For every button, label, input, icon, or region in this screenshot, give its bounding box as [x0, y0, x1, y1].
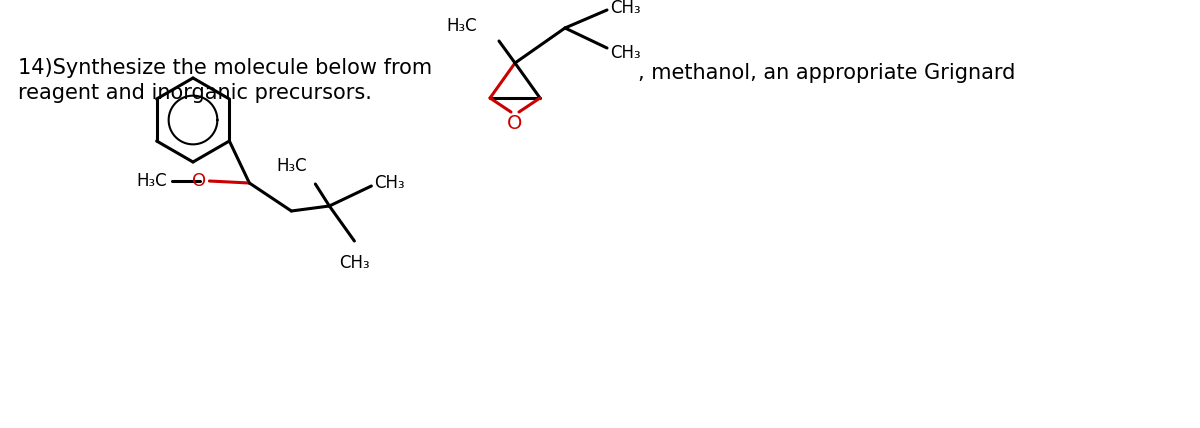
Text: O: O: [508, 113, 523, 133]
Text: , methanol, an appropriate Grignard: , methanol, an appropriate Grignard: [638, 63, 1015, 83]
Text: H₃C: H₃C: [137, 172, 167, 190]
Text: 14)Synthesize the molecule below from: 14)Synthesize the molecule below from: [18, 58, 432, 78]
Text: H₃C: H₃C: [446, 17, 478, 35]
Text: CH₃: CH₃: [374, 174, 404, 192]
Text: CH₃: CH₃: [340, 254, 370, 272]
Text: H₃C: H₃C: [277, 157, 307, 175]
Text: O: O: [192, 172, 206, 190]
Text: CH₃: CH₃: [610, 0, 641, 17]
Text: CH₃: CH₃: [610, 44, 641, 62]
Text: reagent and inorganic precursors.: reagent and inorganic precursors.: [18, 83, 372, 103]
